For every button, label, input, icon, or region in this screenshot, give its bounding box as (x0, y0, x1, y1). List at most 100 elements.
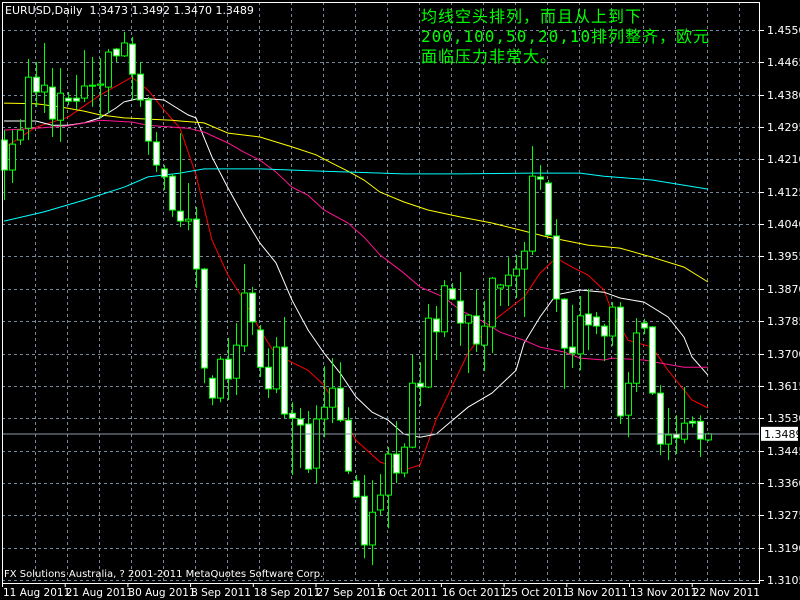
candle (177, 133, 184, 228)
candle (497, 283, 504, 306)
y-tick-label: 1.3190 (767, 542, 800, 555)
candle-body (305, 423, 312, 470)
candle (681, 387, 688, 444)
candle (313, 405, 320, 483)
candle-body (217, 358, 224, 399)
candle-body (473, 315, 480, 345)
candle (441, 280, 448, 338)
candle-body (593, 316, 600, 327)
y-tick-label: 1.3785 (767, 315, 800, 328)
candle-body (89, 84, 96, 87)
candle-body (561, 298, 568, 349)
candle (561, 297, 568, 389)
x-tick-label: 21 Aug 2011 (66, 587, 133, 599)
ma-50-line (3, 119, 708, 368)
candle-body (641, 322, 648, 329)
annotation-line: 均线空头排列，而且从上到下 (421, 7, 643, 26)
candle-body (385, 453, 392, 496)
candle (217, 356, 224, 403)
candle-body (9, 143, 16, 171)
candle-body (345, 419, 352, 472)
candle (457, 272, 464, 346)
x-tick-label: 13 Nov 2011 (630, 587, 697, 599)
candle-body (225, 358, 232, 380)
candle-body (41, 84, 48, 93)
candle-body (665, 434, 672, 445)
candle (9, 130, 16, 184)
candle-body (673, 433, 680, 439)
candle-body (625, 382, 632, 416)
candle (625, 372, 632, 438)
candle (305, 411, 312, 474)
x-tick-label: 3 Nov 2011 (567, 587, 628, 599)
candle (473, 289, 480, 353)
candle (585, 288, 592, 351)
candle-body (337, 387, 344, 421)
candle-body (689, 420, 696, 424)
candle-body (177, 210, 184, 222)
plot-frame (2, 2, 760, 584)
candle-body (617, 306, 624, 417)
candles (1, 31, 712, 566)
candle (137, 61, 144, 107)
candle (33, 61, 40, 107)
candle-body (497, 284, 504, 289)
candle (401, 443, 408, 478)
candle-body (649, 326, 656, 394)
candle-body (361, 495, 368, 546)
candle-body (697, 420, 704, 440)
candle-body (489, 277, 496, 328)
candle (337, 362, 344, 423)
candle (537, 165, 544, 190)
candle-body (145, 99, 152, 142)
candle-body (57, 92, 64, 121)
candle (89, 57, 96, 107)
y-tick-label: 1.4125 (767, 186, 800, 199)
x-tick-label: 25 Oct 2011 (505, 587, 570, 599)
candle-body (433, 318, 440, 333)
candle (489, 277, 496, 354)
candle-body (25, 76, 32, 129)
candle-body (609, 306, 616, 337)
y-tick-label: 1.4040 (767, 218, 800, 231)
candle (609, 302, 616, 346)
candle (105, 49, 112, 113)
candle-body (169, 175, 176, 211)
candle (233, 323, 240, 396)
candle-body (569, 346, 576, 354)
candle (569, 304, 576, 368)
candle (249, 286, 256, 335)
current-price-label: 1.3489 (764, 428, 800, 441)
candle (409, 355, 416, 449)
candle-body (73, 97, 80, 102)
candle (281, 316, 288, 419)
x-tick-label: 11 Aug 2011 (3, 587, 70, 599)
candle-body (329, 387, 336, 408)
y-tick-label: 1.3105 (767, 574, 800, 587)
candle (113, 47, 120, 62)
candle (145, 96, 152, 155)
y-tick-label: 1.3530 (767, 412, 800, 425)
candle-body (201, 268, 208, 369)
candle (513, 254, 520, 298)
candle (49, 68, 56, 137)
x-tick-label: 6 Oct 2011 (379, 587, 437, 599)
candle-body (425, 317, 432, 388)
y-tick-label: 1.3445 (767, 445, 800, 458)
candle-body (185, 218, 192, 222)
candle-body (377, 494, 384, 511)
candle (289, 402, 296, 475)
candle-body (705, 433, 712, 441)
candle-body (161, 168, 168, 178)
candle (545, 179, 552, 236)
candle-body (121, 42, 128, 57)
candle (505, 257, 512, 306)
candle (649, 326, 656, 396)
candle (393, 421, 400, 483)
candle-body (577, 315, 584, 355)
candle (353, 474, 360, 499)
candle-body (321, 406, 328, 420)
candle (65, 92, 72, 105)
